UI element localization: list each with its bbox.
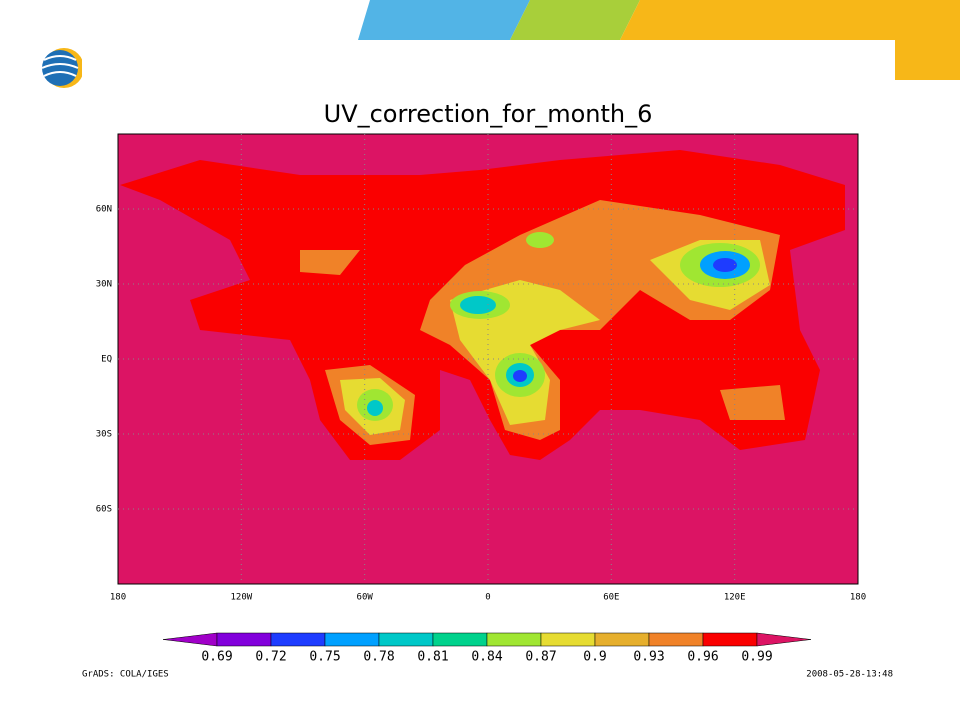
colorbar-label: 0.87: [525, 650, 556, 665]
footer-right: 2008-05-28-13:48: [806, 670, 893, 680]
colorbar-label: 0.72: [255, 650, 286, 665]
colorbar-label: 0.9: [583, 650, 606, 665]
colorbar-box: [324, 632, 380, 647]
lon-label: 60E: [603, 593, 619, 603]
colorbar-box: [702, 632, 758, 647]
footer-left: GrADS: COLA/IGES: [82, 670, 169, 680]
lon-label: 180: [110, 593, 126, 603]
lat-label: 30N: [96, 280, 112, 290]
colorbar-label: 0.96: [687, 650, 718, 665]
colorbar-label: 0.78: [363, 650, 394, 665]
colorbar-box: [594, 632, 650, 647]
lon-label: 60W: [357, 593, 374, 603]
colorbar-box: [270, 632, 326, 647]
lon-label: 0: [485, 593, 490, 603]
lat-label: EQ: [101, 355, 112, 365]
lon-label: 120E: [724, 593, 746, 603]
colorbar-box: [378, 632, 434, 647]
graticule: [118, 134, 858, 584]
logo: [41, 44, 94, 92]
colorbar-label: 0.81: [417, 650, 448, 665]
lon-label: 180: [850, 593, 866, 603]
header-bands: [358, 0, 960, 80]
colorbar-box: [648, 632, 704, 647]
lat-label: 60N: [96, 205, 112, 215]
lat-label: 30S: [96, 430, 112, 440]
colorbar-box: [432, 632, 488, 647]
lon-label: 120W: [230, 593, 252, 603]
colorbar-label: 0.99: [741, 650, 772, 665]
colorbar-upper-triangle: [756, 632, 812, 647]
lat-label: 60S: [96, 505, 112, 515]
colorbar-label: 0.93: [633, 650, 664, 665]
colorbar-box: [540, 632, 596, 647]
colorbar-label: 0.69: [201, 650, 232, 665]
map-title: UV_correction_for_month_6: [324, 100, 653, 128]
colorbar-box: [486, 632, 542, 647]
colorbar-box: [216, 632, 272, 647]
colorbar-label: 0.84: [471, 650, 502, 665]
colorbar-label: 0.75: [309, 650, 340, 665]
colorbar-lower-triangle: [162, 632, 218, 647]
